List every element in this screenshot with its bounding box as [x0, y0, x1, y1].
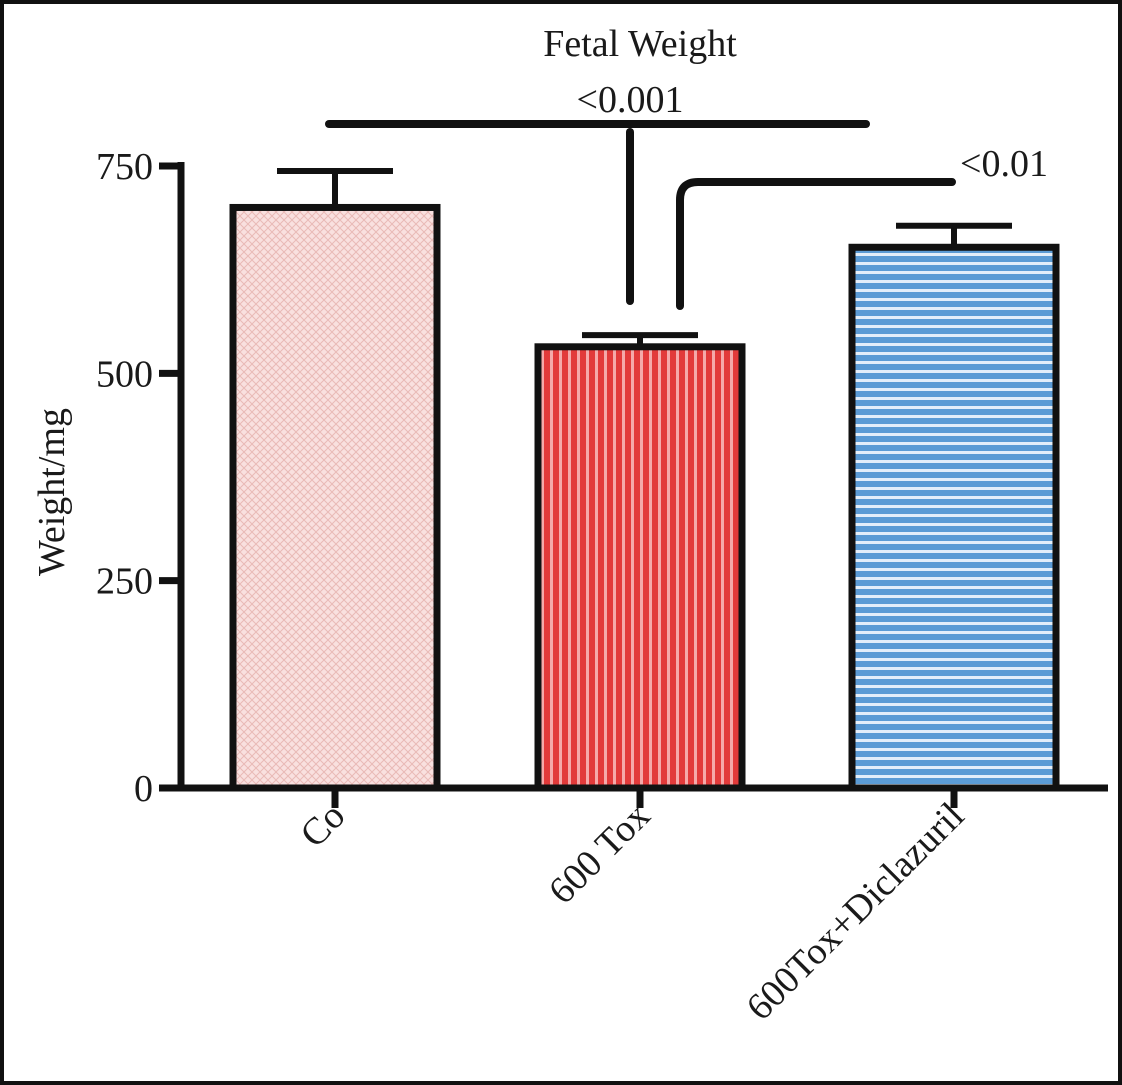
- x-tick-label-2: 600Tox+Diclazuril: [738, 795, 972, 1029]
- bar-chart: Fetal Weight Weight/mg <0.001 <0.01 0 250 5…: [31, 23, 1108, 1029]
- bar-2: [848, 243, 1060, 792]
- bracket-secondary: [676, 178, 956, 310]
- y-tick-label-1: 250: [96, 561, 153, 603]
- annotation-p01: <0.01: [960, 143, 1048, 185]
- y-tick-label-0: 0: [134, 768, 153, 810]
- y-tick-label-3: 750: [96, 146, 153, 188]
- y-axis-label: Weight/mg: [31, 408, 73, 576]
- bars-group: [229, 203, 1060, 792]
- bar-0: [229, 203, 441, 792]
- y-ticks-group: 0 250 500 750: [96, 146, 181, 810]
- chart-title: Fetal Weight: [543, 23, 737, 65]
- x-tick-label-0: Co: [292, 795, 353, 856]
- y-tick-label-2: 500: [96, 353, 153, 395]
- bar-1: [534, 343, 746, 792]
- annotation-p001: <0.001: [577, 79, 684, 121]
- x-ticks-group: Co 600 Tox 600Tox+Diclazuril: [292, 788, 972, 1029]
- significance-group: <0.001 <0.01: [325, 79, 1048, 310]
- x-tick-label-1: 600 Tox: [541, 795, 659, 913]
- error-bars-group: [277, 167, 1012, 347]
